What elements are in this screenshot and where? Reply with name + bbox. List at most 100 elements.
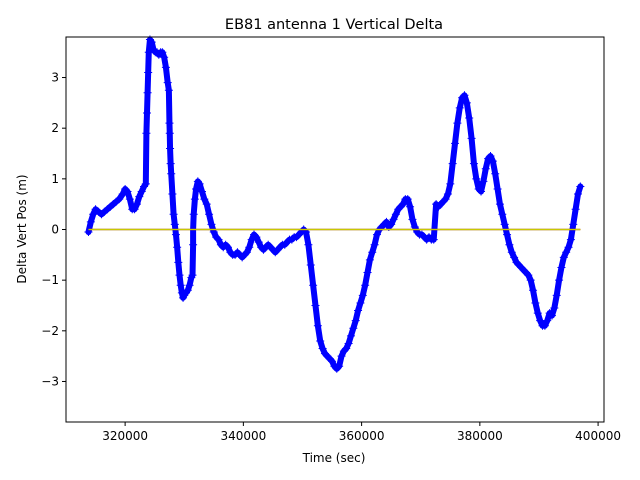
data-point [167, 169, 176, 178]
data-point [552, 291, 561, 300]
data-point [451, 139, 460, 148]
data-point [382, 217, 391, 226]
data-point [481, 164, 490, 173]
data-point [313, 321, 322, 330]
data-point [441, 195, 450, 204]
data-point [306, 260, 315, 269]
data-point [365, 255, 374, 264]
x-tick-label: 340000 [220, 429, 266, 443]
data-point [562, 248, 571, 257]
data-point [135, 192, 144, 201]
data-point [168, 190, 177, 199]
data-point [202, 200, 211, 209]
data-point [192, 184, 201, 193]
data-point [462, 98, 471, 107]
data-point [174, 258, 183, 267]
data-point [564, 243, 573, 252]
x-axis-title: Time (sec) [302, 451, 366, 465]
data-point [166, 159, 175, 168]
data-point [443, 190, 452, 199]
data-point [165, 129, 174, 138]
data-point [472, 174, 481, 183]
data-point [372, 230, 381, 239]
data-point [576, 182, 585, 191]
data-point [205, 210, 214, 219]
data-point [465, 114, 474, 123]
data-point [142, 108, 151, 117]
data-point [529, 286, 538, 295]
data-point [429, 235, 438, 244]
data-point [328, 357, 337, 366]
data-point [185, 281, 194, 290]
data-point [547, 311, 556, 320]
data-point [318, 344, 327, 353]
data-point [571, 205, 580, 214]
data-point [559, 253, 568, 262]
data-point [189, 210, 198, 219]
data-point [566, 235, 575, 244]
data-point [309, 281, 318, 290]
data-point [118, 190, 127, 199]
y-tick-label: 0 [51, 223, 59, 237]
data-point [495, 200, 504, 209]
data-point [125, 195, 134, 204]
data-point [175, 271, 184, 280]
data-point [358, 291, 367, 300]
data-point [346, 331, 355, 340]
data-point [158, 48, 167, 57]
data-point [143, 88, 152, 97]
data-point [356, 298, 365, 307]
data-point [171, 230, 180, 239]
data-point [195, 179, 204, 188]
data-point [189, 240, 198, 249]
data-point [197, 187, 206, 196]
data-point [540, 321, 549, 330]
data-point [550, 304, 559, 313]
data-point [183, 286, 192, 295]
data-point [361, 281, 370, 290]
data-point [200, 195, 209, 204]
data-point [510, 253, 519, 262]
data-point [368, 248, 377, 257]
data-point [543, 316, 552, 325]
data-point [505, 240, 514, 249]
chart-title: EB81 antenna 1 Vertical Delta [225, 17, 443, 33]
data-point [503, 230, 512, 239]
x-tick-label: 380000 [457, 429, 503, 443]
data-point [86, 217, 95, 226]
x-axis: 320000 340000 360000 380000 400000 [102, 422, 621, 443]
data-point [245, 243, 254, 252]
data-point [316, 336, 325, 345]
data-point [115, 195, 124, 204]
x-tick-label: 400000 [575, 429, 621, 443]
data-point [370, 240, 379, 249]
data-point [247, 235, 256, 244]
data-point [142, 129, 151, 138]
y-tick-label: 1 [51, 172, 59, 186]
y-tick-label: −3 [41, 374, 59, 388]
data-marks [84, 35, 585, 373]
data-point [141, 179, 150, 188]
data-point [486, 152, 495, 161]
data-point [176, 281, 185, 290]
data-point [398, 200, 407, 209]
data-point [165, 119, 174, 128]
data-point [207, 220, 216, 229]
data-point [147, 38, 156, 47]
y-tick-label: −1 [41, 273, 59, 287]
data-point [242, 248, 251, 257]
data-point [531, 298, 540, 307]
data-point [144, 68, 153, 77]
data-point [555, 276, 564, 285]
data-point [455, 103, 464, 112]
data-point [214, 235, 223, 244]
data-point [498, 210, 507, 219]
data-point [84, 228, 93, 237]
data-point [479, 177, 488, 186]
data-point [344, 339, 353, 348]
data-point [188, 271, 197, 280]
x-tick-label: 320000 [102, 429, 148, 443]
series-trace [85, 36, 584, 372]
data-point [349, 324, 358, 333]
